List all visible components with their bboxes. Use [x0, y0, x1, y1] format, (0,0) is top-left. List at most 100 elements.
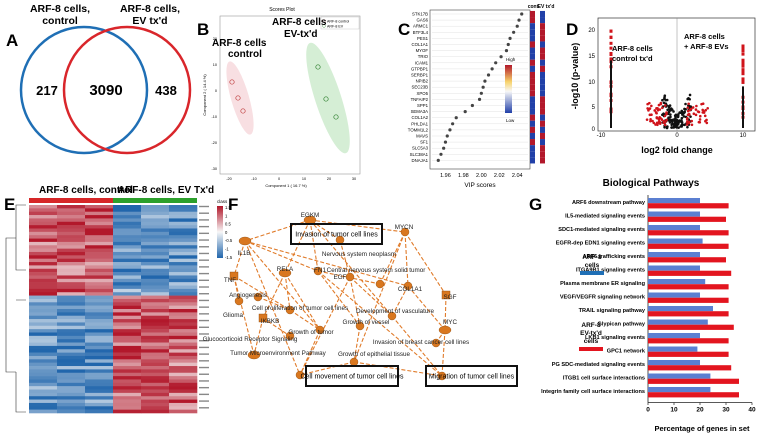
heatmap-cell — [85, 329, 114, 333]
network-edge — [244, 240, 321, 331]
heatmap-cell — [29, 309, 58, 313]
network-label: EGF — [334, 274, 347, 281]
venn-right-circle — [62, 25, 192, 155]
pca-xtick-4: 10 — [302, 177, 306, 181]
pathways-bar-ev — [648, 392, 739, 398]
volcano-point-sig — [689, 107, 693, 111]
heatmap-cell — [57, 355, 86, 360]
heatmap-cell — [113, 262, 142, 266]
heatmap-row-label — [199, 407, 209, 409]
heatmap-cell — [57, 372, 86, 377]
heatmap-cell — [85, 292, 114, 296]
vip-gene-label: SF1 — [420, 140, 428, 145]
network-edge — [253, 317, 264, 356]
heatmap-row-label — [199, 353, 209, 355]
vip-gene-label: PES1 — [417, 36, 429, 41]
heatmap-cell — [141, 409, 170, 414]
heatmap-row-labels — [199, 205, 209, 409]
heatmap-cell — [85, 248, 114, 253]
vip-cell-ev — [540, 108, 545, 115]
volcano-point-ns — [684, 102, 687, 106]
heatmap-cell — [57, 376, 86, 380]
pathways-bar-ev — [648, 230, 729, 236]
heatmap-cell — [169, 278, 198, 283]
heatmap-row-label — [199, 252, 209, 255]
heatmap-cell — [141, 392, 170, 397]
vip-xlabel: VIP scores — [464, 182, 496, 189]
vip-point — [448, 128, 452, 132]
heatmap-cell — [169, 208, 198, 213]
heatmap-cell — [29, 329, 58, 333]
vip-gene-label: BTF3L4 — [413, 30, 429, 35]
heatmap-cell — [29, 298, 58, 303]
network-box — [290, 223, 383, 245]
heatmap-cell — [85, 319, 114, 323]
volcano-point-sig — [648, 107, 652, 110]
heatmap-cell — [169, 376, 198, 380]
heatmap-cell — [85, 298, 114, 303]
n-invbc — [431, 338, 441, 348]
network-edge — [262, 272, 286, 319]
heatmap-cell — [85, 342, 114, 347]
pca-plot-frame — [219, 15, 361, 175]
volcano-point-extreme-right — [741, 72, 745, 76]
heatmap-cell — [29, 402, 58, 407]
heatmap-cell — [57, 258, 86, 263]
panel-label-a: A — [6, 31, 18, 50]
heatmap-cell — [169, 392, 198, 397]
vip-gene-label: MYOF — [416, 48, 429, 53]
heatmap-cell — [113, 372, 142, 377]
vip-cell-ev — [540, 151, 545, 158]
volcano-point-ns — [662, 101, 666, 105]
volcano-point-extreme-right — [741, 49, 745, 53]
network-edge — [299, 276, 351, 376]
vip-col-ev: EV tx'd — [538, 4, 555, 10]
heatmap-cell — [113, 225, 142, 229]
vip-cell-cont — [530, 71, 535, 79]
heatmap-cell — [169, 248, 198, 253]
heatmap-cell — [113, 238, 142, 243]
volcano-point-ns — [667, 108, 671, 111]
vip-gene-label: DNAJA1 — [412, 158, 429, 163]
heatmap-cell — [29, 245, 58, 249]
vip-cell-cont — [530, 35, 535, 42]
heatmap-cell — [141, 251, 170, 256]
heatmap-cell — [113, 241, 142, 246]
heatmap-cell — [57, 251, 86, 256]
heatmap-cell — [29, 386, 58, 390]
n-growth-vessel — [355, 321, 365, 331]
volcano-ytick-4: 5 — [592, 105, 596, 111]
heatmap-cell — [113, 339, 142, 343]
vip-point — [494, 61, 498, 65]
heatmap-cell — [169, 359, 198, 363]
heatmap-cell — [57, 245, 86, 249]
panel-label-e: E — [4, 195, 15, 214]
venn-left-title-1: ARF-8 cells, — [30, 3, 90, 15]
heatmap-cell — [57, 248, 86, 253]
network-edge — [233, 240, 246, 277]
heatmap-cell — [57, 382, 86, 387]
vip-cell-ev — [540, 59, 545, 66]
heatmap-cell — [169, 409, 198, 414]
pathways-xtick: 20 — [696, 407, 704, 414]
network-edge — [309, 219, 319, 272]
pathways-legend-swatch-ev — [579, 347, 603, 351]
vip-xtick: 1.98 — [458, 173, 469, 179]
heatmap-cell — [113, 282, 142, 286]
volcano-stack-left — [610, 60, 612, 128]
heatmap-cell — [113, 329, 142, 333]
volcano-point-sig — [655, 111, 658, 115]
heatmap-cell — [113, 255, 142, 259]
heatmap-cell — [169, 285, 198, 290]
pca-ylabel: Component 2 ( 14.4 %) — [202, 74, 207, 116]
heatmap-cell — [141, 225, 170, 229]
network-edge — [349, 276, 361, 327]
vip-point — [443, 140, 448, 144]
n-tme — [247, 350, 261, 360]
heatmap-cell — [169, 302, 198, 306]
heatmap-cell — [141, 302, 170, 306]
vip-gene-label: SLC38A1 — [410, 152, 429, 157]
heatmap-cell — [57, 268, 86, 273]
vip-gene-label: GTPBP1 — [411, 66, 429, 71]
vip-point — [512, 30, 516, 34]
